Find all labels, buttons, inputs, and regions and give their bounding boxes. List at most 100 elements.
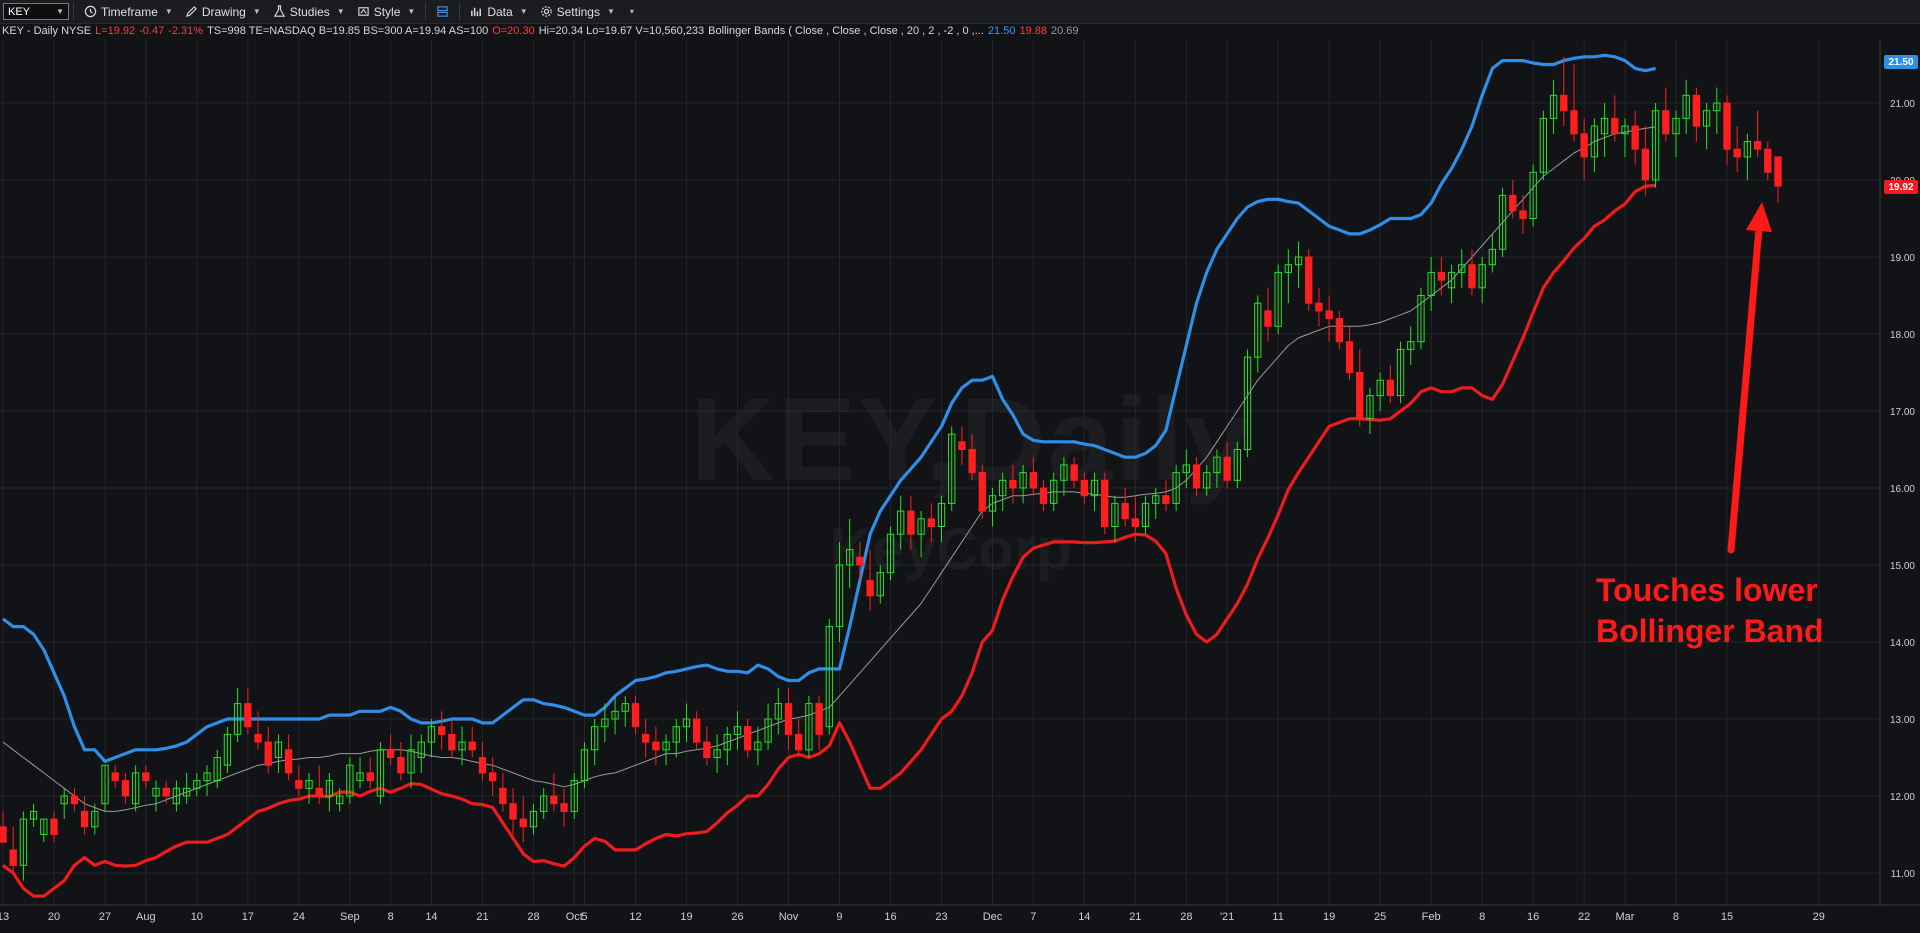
toolbar-divider [459, 3, 461, 20]
candle-body [468, 741, 476, 751]
candle-body [1723, 102, 1731, 150]
x-tick-label: Dec [983, 911, 1003, 923]
chart-info-bar: KEY - Daily NYSE L=19.92 -0.47 -2.31% TS… [2, 25, 1079, 39]
candle-body [1284, 264, 1293, 273]
x-tick-label: Oct [566, 911, 583, 923]
chevron-down-icon: ▾ [629, 7, 634, 16]
candle-body [162, 787, 170, 797]
candle-body [1345, 341, 1354, 374]
x-tick-label: 5 [581, 911, 587, 923]
candle-body [1029, 472, 1037, 489]
candle-body [1560, 94, 1568, 112]
x-tick-label: 19 [680, 911, 692, 923]
candle-body [1631, 125, 1639, 150]
candle-body [203, 772, 211, 782]
candle-body [1356, 372, 1364, 420]
candle-body [846, 549, 854, 566]
x-tick-label: 27 [99, 911, 111, 923]
layout-button[interactable] [430, 5, 455, 18]
settings-button[interactable]: Settings ▼ [534, 5, 621, 19]
candle-body [448, 733, 456, 751]
chart-annotation: Touches lower Bollinger Band [1596, 570, 1824, 652]
candle-body [488, 772, 497, 782]
candle-body [1090, 479, 1099, 497]
x-tick-label: 10 [191, 911, 203, 923]
candle-body [1203, 472, 1211, 489]
candle-body [693, 718, 701, 743]
candle-body [1019, 472, 1027, 489]
candle-body [1662, 110, 1670, 135]
timeframe-button[interactable]: Timeframe ▼ [78, 5, 179, 19]
candle-body [376, 749, 385, 797]
candle-body [1009, 479, 1017, 489]
candle-body [1162, 495, 1170, 504]
candle-body [1376, 379, 1384, 397]
candle-body [60, 795, 68, 805]
candle-body [417, 741, 425, 758]
candle-body [937, 502, 946, 527]
toolbar-divider [73, 3, 74, 20]
y-tick-label: 18.00 [1890, 330, 1915, 341]
chevron-down-icon: ▼ [164, 7, 173, 16]
high-low-volume: Hi=20.34 Lo=19.67 V=10,560,233 [538, 25, 705, 37]
candle-body [1509, 194, 1517, 212]
studies-button[interactable]: Studies ▼ [267, 5, 351, 19]
candle-body [1651, 110, 1660, 181]
candle-body [1764, 148, 1772, 173]
candle-body [121, 780, 130, 797]
toolbar-divider [425, 3, 427, 20]
x-tick-label: 13 [0, 911, 9, 923]
candle-body [1294, 256, 1303, 266]
y-tick-label: 15.00 [1890, 561, 1915, 572]
y-tick-label: 12.00 [1890, 792, 1915, 803]
candle-body [815, 703, 823, 735]
candle-body [927, 518, 935, 527]
candle-body [1386, 379, 1395, 397]
candle-body [876, 572, 884, 597]
chevron-down-icon: ▼ [407, 7, 416, 16]
last-price: L=19.92 [95, 25, 136, 37]
candle-body [407, 749, 415, 774]
candle-body [1233, 449, 1242, 481]
layout-icon [437, 6, 449, 17]
chevron-down-icon[interactable]: ▼ [56, 7, 64, 16]
candle-body [866, 579, 874, 597]
y-tick-label: 14.00 [1890, 638, 1915, 649]
candle-body [437, 726, 446, 735]
style-button[interactable]: Style ▼ [351, 5, 422, 19]
candle-body [1305, 256, 1313, 304]
candle-body [1223, 456, 1231, 481]
candle-body [142, 772, 150, 782]
symbol-input[interactable]: KEY ▼ [3, 3, 69, 20]
candle-body [295, 780, 303, 789]
candle-body [1039, 487, 1048, 504]
x-tick-label: 23 [935, 911, 947, 923]
candle-body [315, 787, 323, 797]
data-label: Data [487, 4, 513, 19]
candle-body [825, 626, 833, 728]
timeframe-label: Timeframe [101, 4, 158, 19]
x-tick-label: 12 [629, 911, 641, 923]
candle-body [774, 703, 782, 720]
drawing-button[interactable]: Drawing ▼ [179, 5, 267, 19]
price-change-pct: -2.31% [168, 25, 204, 37]
y-tick-label: 17.00 [1890, 407, 1915, 418]
candle-body [1549, 94, 1558, 119]
candle-body [305, 780, 313, 789]
candle-body [0, 826, 7, 843]
more-button[interactable]: ▾ [621, 7, 640, 16]
candle-body [1539, 117, 1548, 173]
candle-body [478, 757, 487, 774]
y-tick-label: 11.00 [1891, 869, 1916, 880]
candle-body [1325, 310, 1333, 320]
candle-body [672, 726, 680, 743]
x-tick-label: 24 [293, 911, 305, 923]
data-button[interactable]: Data ▼ [464, 5, 533, 19]
candle-body [274, 741, 283, 758]
candle-body [1172, 472, 1180, 504]
x-tick-label: Feb [1422, 911, 1441, 923]
annotation-line-1: Touches lower [1596, 572, 1818, 608]
candle-body [1213, 456, 1221, 474]
pencil-icon [185, 6, 197, 18]
